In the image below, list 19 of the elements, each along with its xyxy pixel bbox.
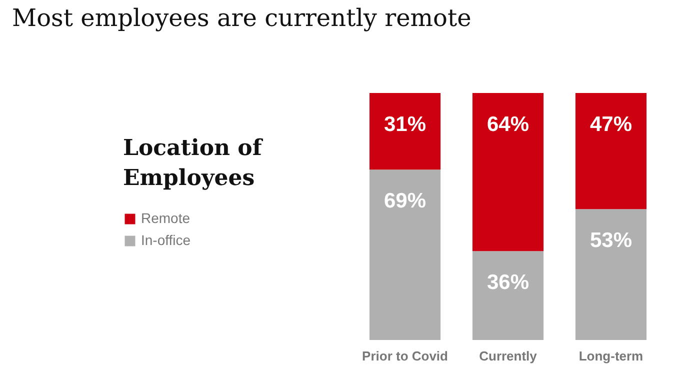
bar — [369, 170, 441, 340]
data-label: 31% — [384, 113, 426, 136]
legend-title: Location of Employees — [123, 135, 264, 191]
bar — [472, 93, 544, 252]
data-label: 36% — [486, 271, 530, 294]
data-label: 69% — [384, 190, 426, 213]
bar — [575, 93, 647, 210]
data-label: 53% — [590, 229, 632, 252]
bar — [472, 251, 544, 340]
data-label: 64% — [486, 113, 530, 136]
data-label: 47% — [590, 113, 632, 136]
bar — [575, 209, 647, 340]
x-tick-label: Currently — [479, 348, 538, 364]
legend-label: Remote — [141, 210, 190, 226]
chart-title: Most employees are currently remote — [12, 4, 472, 32]
bar — [369, 93, 441, 170]
x-tick-label: Prior to Covid — [362, 348, 448, 364]
x-tick-label: Long-term — [578, 348, 644, 364]
legend-label: In-office — [141, 232, 191, 248]
